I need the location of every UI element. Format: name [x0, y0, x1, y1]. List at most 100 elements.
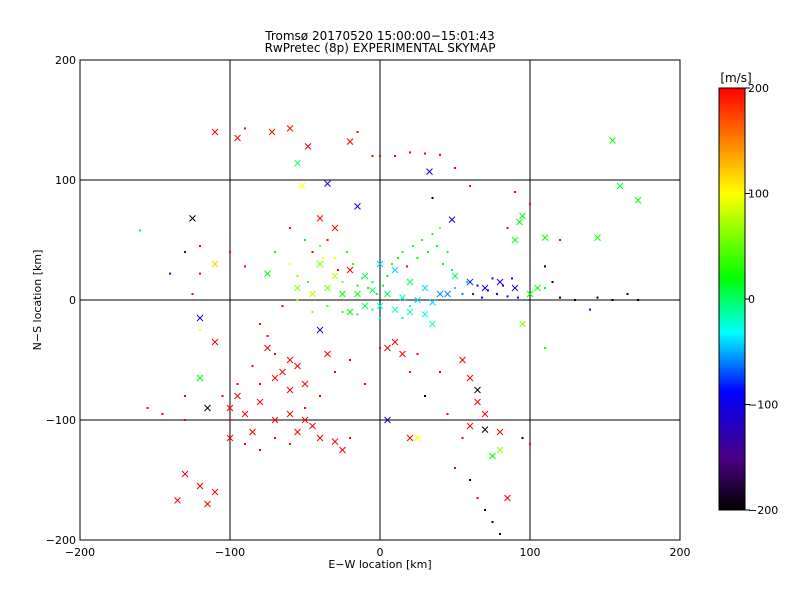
data-point-dot	[454, 287, 456, 289]
data-point-dot	[544, 287, 546, 289]
data-point-cross	[309, 422, 316, 430]
data-point-dot	[521, 437, 524, 439]
data-point-cross	[294, 428, 301, 436]
data-point-dot	[442, 263, 444, 265]
data-point-cross	[211, 338, 219, 346]
data-point-dot	[364, 383, 366, 385]
data-point-cross	[496, 428, 504, 436]
data-point-dot	[451, 269, 453, 271]
data-point-dot	[352, 263, 354, 265]
data-point-cross	[331, 224, 339, 232]
data-point-cross	[496, 446, 504, 454]
data-point-dot	[371, 308, 374, 311]
x-tick-label: 200	[670, 546, 691, 559]
data-point-dot	[514, 191, 516, 193]
x-tick-label: −100	[215, 546, 245, 559]
data-point-cross	[384, 416, 391, 424]
data-point-dot	[484, 509, 486, 511]
data-point-cross	[406, 434, 414, 442]
data-point-dot	[236, 383, 239, 385]
data-point-cross	[271, 416, 279, 424]
data-point-dot	[626, 293, 629, 295]
data-point-cross	[181, 470, 189, 478]
data-point-cross	[376, 260, 384, 268]
data-point-cross	[406, 308, 414, 316]
data-point-dot	[244, 265, 246, 268]
data-point-cross	[294, 284, 301, 292]
data-point-dot	[529, 443, 531, 445]
data-point-dot	[529, 203, 531, 205]
data-point-dot	[416, 257, 419, 259]
data-point-dot	[596, 296, 599, 299]
data-point-cross	[496, 278, 504, 286]
data-points	[139, 125, 642, 535]
x-tick-label: −200	[65, 546, 95, 559]
x-tick-label: 100	[520, 546, 541, 559]
colorbar-tick-label: −200	[748, 504, 778, 517]
data-point-dot	[391, 263, 393, 265]
data-point-dot	[401, 317, 404, 319]
data-point-dot	[266, 335, 269, 337]
data-point-dot	[394, 155, 396, 157]
data-point-dot	[191, 293, 194, 295]
data-point-dot	[304, 239, 306, 241]
data-point-cross	[534, 284, 541, 292]
data-point-dot	[229, 251, 231, 253]
data-point-cross	[421, 311, 429, 318]
data-point-cross	[339, 446, 346, 454]
data-point-dot	[506, 295, 509, 298]
data-point-dot	[379, 347, 381, 349]
data-point-dot	[367, 287, 369, 289]
data-point-dot	[427, 251, 429, 253]
data-point-dot	[229, 419, 231, 421]
data-point-dot	[184, 419, 186, 421]
data-point-cross	[196, 374, 204, 382]
data-point-cross	[316, 260, 324, 268]
data-point-dot	[199, 272, 201, 275]
data-point-dot	[289, 263, 291, 265]
data-point-cross	[286, 125, 294, 132]
data-point-dot	[289, 227, 291, 229]
data-point-dot	[281, 305, 284, 307]
data-point-dot	[461, 437, 464, 439]
data-point-dot	[499, 533, 501, 535]
data-point-cross	[298, 182, 306, 190]
data-point-cross	[391, 266, 399, 274]
colorbar-ticks: −200 −100 0 100 200	[745, 82, 778, 517]
data-point-dot	[289, 443, 291, 445]
data-point-dot	[341, 281, 344, 283]
data-point-dot	[481, 296, 483, 299]
colorbar-label: [m/s]	[720, 71, 751, 85]
data-point-cross	[264, 344, 271, 352]
data-point-dot	[371, 281, 374, 283]
data-point-dot	[589, 308, 591, 311]
data-point-cross	[489, 452, 496, 460]
data-point-cross	[384, 290, 391, 298]
data-point-cross	[196, 314, 204, 322]
data-point-cross	[426, 168, 433, 175]
data-point-cross	[511, 236, 519, 244]
data-point-dot	[424, 152, 426, 155]
data-point-cross	[384, 344, 391, 352]
data-point-dot	[334, 257, 336, 259]
data-point-cross	[324, 180, 331, 187]
data-point-cross	[391, 306, 399, 313]
data-point-dot	[409, 371, 411, 373]
data-point-cross	[391, 338, 399, 346]
data-point-cross	[174, 497, 181, 504]
data-point-cross	[211, 488, 219, 496]
data-point-dot	[637, 299, 639, 301]
data-point-cross	[294, 159, 301, 167]
y-tick-label: 200	[55, 54, 76, 67]
data-point-dot	[409, 305, 411, 307]
colorbar-tick-label: 200	[748, 82, 769, 95]
data-point-dot	[469, 479, 471, 481]
data-point-dot	[446, 413, 449, 415]
data-point-dot	[326, 305, 329, 307]
data-point-cross	[331, 272, 339, 280]
data-point-dot	[326, 239, 329, 241]
data-point-dot	[251, 365, 254, 367]
data-point-dot	[551, 281, 554, 283]
data-point-dot	[454, 467, 456, 469]
